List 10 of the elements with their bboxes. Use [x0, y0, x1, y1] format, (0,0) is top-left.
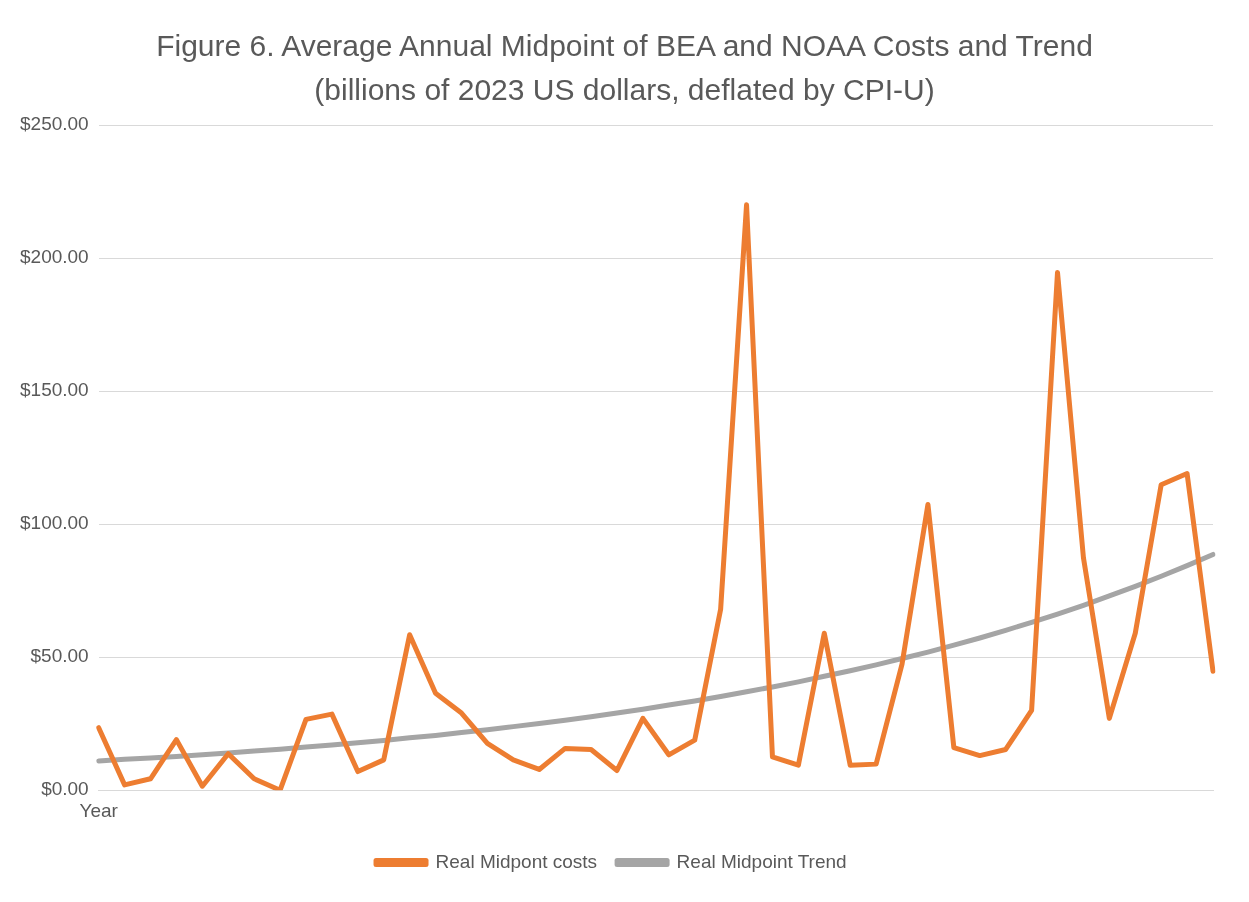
legend-label: Real Midpoint Trend — [676, 850, 847, 872]
y-tick-label: $250.00 — [19, 113, 89, 135]
y-tick-label: $200.00 — [19, 246, 89, 268]
y-tick-label: $100.00 — [19, 512, 89, 534]
chart-title: Figure 6. Average Annual Midpoint of BEA and NOAA Costs and Trend (billions of 2023 US dollars, deflated by CPI-U) — [155, 28, 1094, 108]
y-tick-label: $50.00 — [30, 645, 89, 667]
legend-label: Real Midpont costs — [435, 850, 598, 872]
x-tick-label: Year — [79, 799, 119, 821]
y-tick-label: $150.00 — [19, 379, 89, 401]
y-tick-label: $0.00 — [41, 778, 89, 800]
